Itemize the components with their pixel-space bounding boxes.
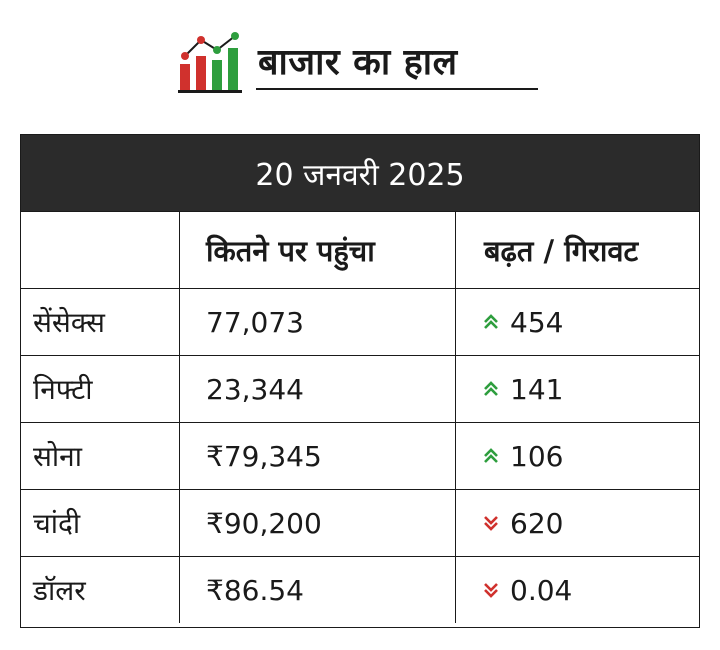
market-table: 20 जनवरी 2025 कितने पर पहुंचा बढ़त / गिर… — [20, 134, 700, 628]
row-name: सेंसेक्स — [33, 306, 105, 339]
table-row: डॉलर ₹86.54 0.04 — [21, 556, 699, 623]
row-change: 454 — [455, 289, 699, 355]
double-chevron-up-icon — [484, 448, 498, 463]
column-header-value: कितने पर पहुंचा — [179, 212, 455, 288]
row-name: चांदी — [33, 507, 81, 540]
change-value: 620 — [510, 506, 564, 540]
double-chevron-down-icon — [484, 516, 498, 531]
table-row: सोना ₹79,345 106 — [21, 422, 699, 489]
row-value: 23,344 — [179, 356, 455, 422]
row-change: 141 — [455, 356, 699, 422]
page-header: बाजार का हाल — [178, 28, 542, 94]
row-value: 77,073 — [179, 289, 455, 355]
page-title: बाजार का हाल — [258, 42, 458, 83]
row-name: निफ्टी — [33, 373, 93, 406]
double-chevron-up-icon — [484, 314, 498, 329]
column-header-change: बढ़त / गिरावट — [455, 212, 699, 288]
row-change: 106 — [455, 423, 699, 489]
row-value: ₹90,200 — [179, 490, 455, 556]
double-chevron-up-icon — [484, 381, 498, 396]
column-header-name — [21, 212, 179, 288]
table-header-row: कितने पर पहुंचा बढ़त / गिरावट — [21, 211, 699, 288]
row-name: सोना — [33, 440, 82, 473]
change-value: 106 — [510, 439, 564, 473]
change-value: 141 — [510, 372, 564, 406]
row-value: ₹86.54 — [179, 557, 455, 623]
table-row: चांदी ₹90,200 620 — [21, 489, 699, 556]
row-change: 0.04 — [455, 557, 699, 623]
table-row: निफ्टी 23,344 141 — [21, 355, 699, 422]
title-underline — [256, 88, 538, 90]
table-row: सेंसेक्स 77,073 454 — [21, 288, 699, 355]
market-chart-icon — [178, 32, 242, 93]
change-value: 454 — [510, 305, 564, 339]
date-banner: 20 जनवरी 2025 — [21, 135, 699, 211]
double-chevron-down-icon — [484, 583, 498, 598]
change-value: 0.04 — [510, 573, 573, 607]
row-value: ₹79,345 — [179, 423, 455, 489]
row-change: 620 — [455, 490, 699, 556]
row-name: डॉलर — [33, 574, 86, 607]
